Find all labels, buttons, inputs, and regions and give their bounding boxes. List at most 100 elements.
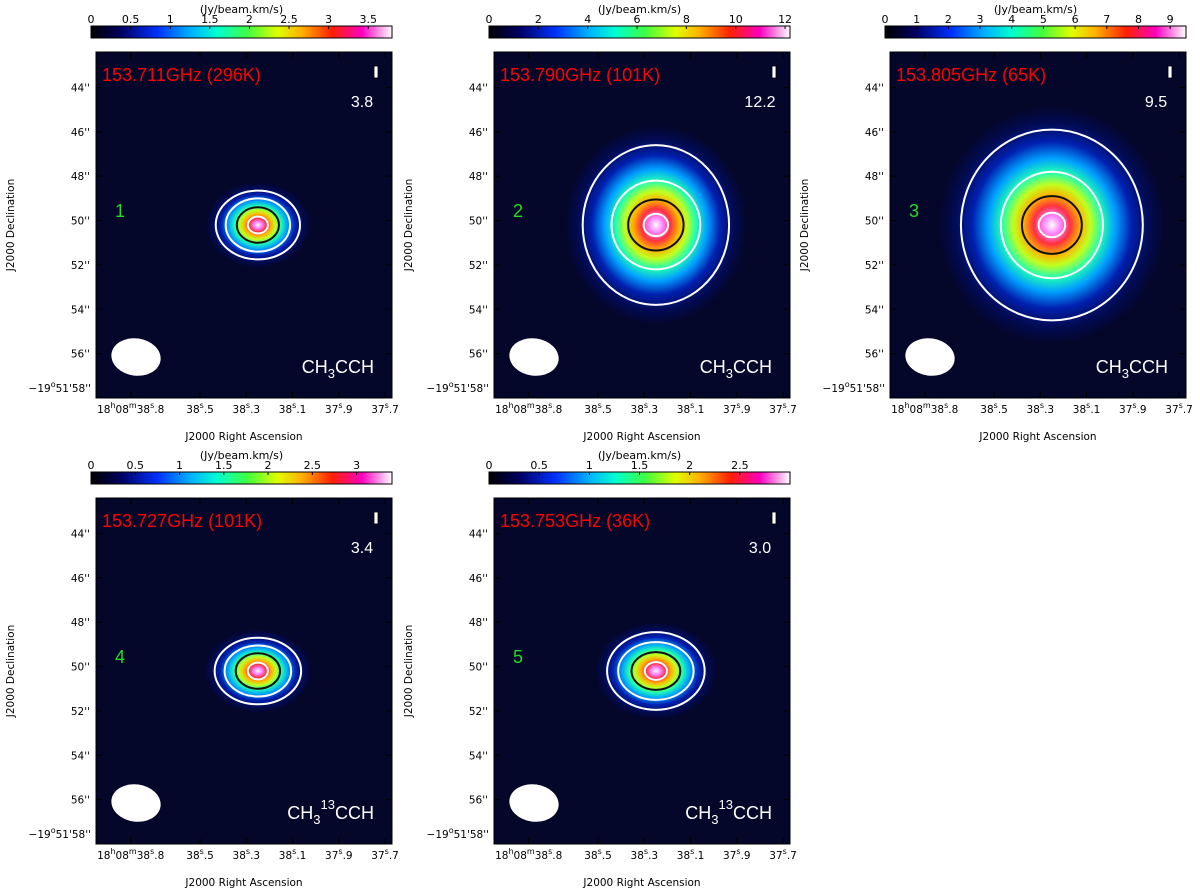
p2-x-tick-frac: .9 [741,404,751,416]
p5-x-tick-s: 38 [584,850,597,862]
p1-contour-2 [224,197,292,253]
p1-x-tick-frac: .7 [389,404,399,416]
p3-y-tick-label: 44'' [865,82,884,94]
p5-frequency-label: 153.753GHz (36K) [500,511,650,531]
p2-colorbar-tick-label: 10 [729,13,743,26]
p1-x-tick-frac: .5 [204,404,214,416]
p1-x-tick-s: 38 [233,404,246,416]
p3-y-tick-label: 52'' [865,260,884,272]
p2-x-tick-m-unit: m [527,401,535,410]
p3-x-tick-frac: .3 [1044,404,1054,416]
p1-x-axis-label: J2000 Right Ascension [184,431,302,443]
p4-x-tick-m-unit: m [129,847,137,856]
p5-contour-2 [617,641,695,701]
p3-x-axis-label: J2000 Right Ascension [978,431,1096,443]
p2-x-tick-s-unit: s [598,401,602,410]
p5-molecule-label: CH313CCH [685,797,772,827]
p1-y-tick-label: 54'' [71,304,90,316]
p5-x-tick-s-unit: s [548,847,552,856]
p5-colorbar-title: (Jy/beam.km/s) [598,449,681,462]
p2-x-tick-label: 37s.9 [723,401,751,416]
p5-x-axis-label: J2000 Right Ascension [582,877,700,889]
p3-emission [938,105,1166,345]
p4-y-bottom-minsec: 51'58'' [56,829,91,841]
map-panel-5-svg: (Jy/beam.km/s) 0 0.5 1 1.5 2 2.5 153.753GHz (36… [403,449,797,889]
p4-x-tick-frac: .7 [389,850,399,862]
p4-colorbar-tick-label: 0.5 [127,459,145,472]
p1-y-tick-label: 46'' [71,127,90,139]
p5-y-bottom-minsec: 51'58'' [454,829,489,841]
p1-colorbar-tick-label: 1 [167,13,174,26]
p1-frequency-label: 153.711GHz (296K) [102,65,261,85]
p2-x-tick-s-unit: s [548,401,552,410]
p4-x-tick-s-unit: s [292,847,296,856]
p4-colorbar-tick-label: 2.5 [304,459,322,472]
p3-molecule-label: CH3CCH [1096,357,1168,381]
p2-y-tick-label: 56'' [469,349,488,361]
p4-x-tick-s-unit: s [385,847,389,856]
p1-y-tick-label: 52'' [71,260,90,272]
p3-x-tick-m: 08 [910,404,923,416]
map-panel-5: (Jy/beam.km/s) 0 0.5 1 1.5 2 2.5 153.753GHz (36… [398,446,798,892]
p2-x-tick-s: 38 [584,404,597,416]
p2-emission [564,125,748,325]
p4-x-tick-s-unit: s [338,847,342,856]
p2-colorbar-tick-label: 0 [486,13,493,26]
p3-x-tick-frac: .9 [1137,404,1147,416]
p5-y-bottom-deg: −19 [427,829,449,841]
p2-x-tick-frac: .5 [602,404,612,416]
p4-x-tick-s-unit: s [246,847,250,856]
p5-x-tick-s: 38 [535,850,548,862]
p1-x-tick-label: 37s.9 [325,401,353,416]
p2-scale-marker [771,65,777,79]
p4-x-tick-s: 37 [325,850,338,862]
p2-x-tick-s-unit: s [644,401,648,410]
p4-x-tick-frac: .9 [343,850,353,862]
p4-x-tick-h: 18 [97,850,110,862]
p3-scale-marker [1167,65,1173,79]
p3-panel-number: 3 [909,201,919,221]
p1-x-tick-h-unit: h [110,401,115,410]
p1-colorbar-tick-label: 0.5 [122,13,140,26]
p4-x-axis-label: J2000 Right Ascension [184,877,302,889]
p1-x-tick-frac: .8 [154,404,164,416]
p5-colorbar-tick-label: 2 [686,459,693,472]
p3-x-tick-frac: .1 [1090,404,1100,416]
p3-y-bottom-deg-unit: o [845,380,850,389]
p5-x-tick-h: 18 [495,850,508,862]
p1-x-tick-frac: .3 [250,404,260,416]
p5-x-tick-label: 37s.9 [723,847,751,862]
p2-colorbar-tick-label: 12 [778,13,792,26]
p4-contour-1 [213,636,303,706]
p1-x-tick-s-unit: s [292,401,296,410]
p3-x-tick-label: 18h08m38s.8 [891,401,958,416]
p1-colorbar-tick-label: 2.5 [280,13,298,26]
p5-y-tick-label: 52'' [469,706,488,718]
p3-peak-label: 9.5 [1145,94,1167,111]
p4-frequency-label: 153.727GHz (101K) [102,511,262,531]
p5-y-tick-label: 44'' [469,528,488,540]
p2-x-tick-s-unit: s [783,401,787,410]
p2-x-tick-label: 38s.1 [677,401,705,416]
p2-y-tick-label: 54'' [469,304,488,316]
p4-x-tick-m: 08 [116,850,129,862]
p3-x-tick-s-unit: s [1040,401,1044,410]
p1-colorbar-tick-label: 3 [325,13,332,26]
p3-contour-4 [1037,211,1067,239]
p5-x-tick-frac: .3 [648,850,658,862]
p5-contour-3 [630,651,682,691]
p3-x-tick-m-unit: m [923,401,931,410]
p3-y-axis-label: J2000 Declination [799,179,811,273]
p4-x-tick-s-unit: s [150,847,154,856]
p5-molecule-tail: CCH [733,803,772,823]
p1-peak-label: 3.8 [351,94,373,111]
p2-molecule-label: CH3CCH [700,357,772,381]
p2-x-tick-s: 37 [723,404,736,416]
p1-x-tick-label: 38s.1 [279,401,307,416]
p3-y-tick-label-bottom: −19o51'58'' [823,380,885,395]
p1-molecule-base: CH [302,357,328,377]
p4-colorbar-tick-label: 2 [265,459,272,472]
p2-x-tick-label: 37s.7 [769,401,797,416]
p3-x-tick-label: 37s.7 [1165,401,1193,416]
p2-y-tick-label: 48'' [469,171,488,183]
